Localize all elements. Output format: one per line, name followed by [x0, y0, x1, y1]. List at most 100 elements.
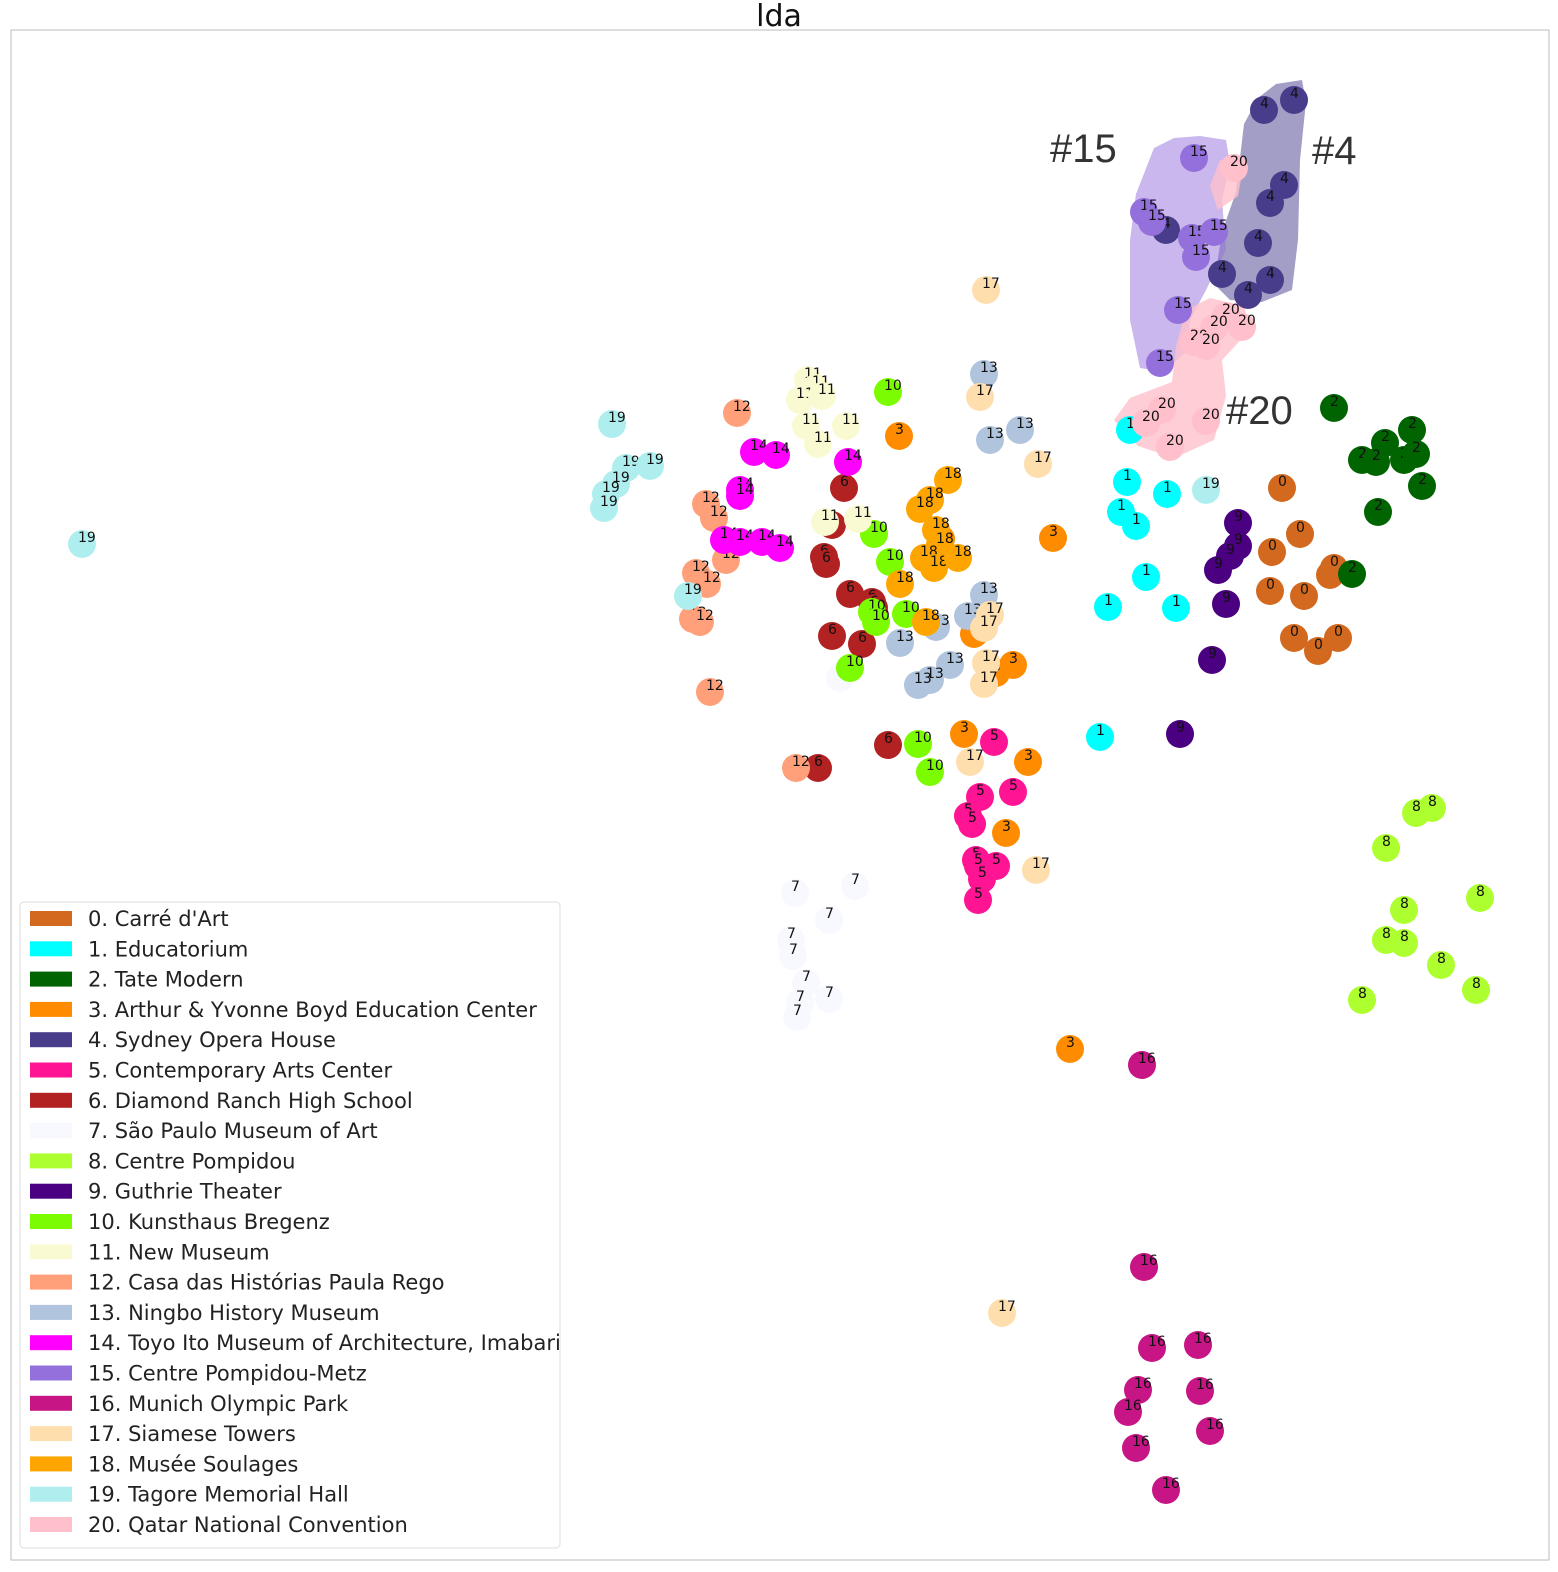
- data-point-marker: [988, 1299, 1016, 1327]
- data-point-label: 3: [1024, 748, 1033, 764]
- data-point: 2: [1398, 416, 1426, 444]
- data-point-label: 18: [930, 554, 948, 570]
- legend-entry: 5. Contemporary Arts Center: [88, 1059, 392, 1083]
- data-point-label: 16: [1194, 1331, 1212, 1347]
- data-point: 6: [848, 630, 876, 658]
- data-point: 19: [674, 582, 702, 610]
- legend-swatch: [30, 1062, 72, 1078]
- data-point-marker: [1364, 498, 1392, 526]
- data-point-label: 12: [792, 754, 810, 770]
- data-point-marker: [970, 670, 998, 698]
- data-point: 1: [1162, 594, 1190, 622]
- data-point-label: 20: [1238, 313, 1256, 329]
- data-point: 13: [886, 629, 914, 657]
- data-point-label: 7: [851, 872, 860, 888]
- legend-swatch: [30, 1274, 72, 1290]
- data-point: 13: [936, 651, 964, 679]
- data-point: 16: [1122, 1434, 1150, 1462]
- data-point: 2: [1402, 440, 1430, 468]
- data-point-label: 13: [946, 651, 964, 667]
- legend-entry: 4. Sydney Opera House: [88, 1028, 336, 1052]
- data-point: 8: [1390, 896, 1418, 924]
- data-point-marker: [1244, 229, 1272, 257]
- data-point-marker: [786, 386, 814, 414]
- data-point-marker: [723, 399, 751, 427]
- data-point-label: 9: [1176, 720, 1185, 736]
- data-point-marker: [848, 630, 876, 658]
- data-point-marker: [696, 678, 724, 706]
- data-point-marker: [1408, 472, 1436, 500]
- data-point-label: 8: [1400, 929, 1409, 945]
- data-point: 20: [1192, 407, 1220, 435]
- data-point-label: 17: [982, 276, 1000, 292]
- legend-entry: 3. Arthur & Yvonne Boyd Education Center: [88, 998, 537, 1022]
- data-point-label: 5: [1009, 778, 1018, 794]
- data-point: 9: [1166, 720, 1194, 748]
- data-point-marker: [970, 614, 998, 642]
- legend-swatch: [30, 1304, 72, 1320]
- legend-entry: 1. Educatorium: [88, 937, 248, 961]
- legend-entry: 6. Diamond Ranch High School: [88, 1089, 413, 1113]
- legend-swatch: [30, 1214, 72, 1229]
- data-point: 2: [1408, 472, 1436, 500]
- data-point: 17: [966, 383, 994, 411]
- data-point-label: 18: [936, 531, 954, 547]
- data-point-label: 4: [1280, 171, 1289, 187]
- data-point-label: 10: [886, 548, 904, 564]
- data-point: 1: [1122, 512, 1150, 540]
- data-point-label: 9: [1234, 532, 1243, 548]
- data-point: 14: [834, 448, 862, 476]
- data-point-marker: [862, 608, 890, 636]
- data-point-marker: [1320, 394, 1348, 422]
- data-point-marker: [812, 550, 840, 578]
- highlight-label-4: #4: [1312, 129, 1357, 173]
- data-point-marker: [1234, 281, 1262, 309]
- data-point: 17: [972, 276, 1000, 304]
- data-point-marker: [832, 412, 860, 440]
- data-point: 8: [1462, 976, 1490, 1004]
- data-point: 6: [874, 731, 902, 759]
- data-point-marker: [830, 474, 858, 502]
- data-point: 4: [1256, 189, 1284, 217]
- data-point-label: 16: [1134, 1376, 1152, 1392]
- data-point-marker: [950, 720, 978, 748]
- data-point-marker: [1208, 260, 1236, 288]
- data-point-label: 8: [1358, 986, 1367, 1002]
- data-point: 10: [862, 608, 890, 636]
- data-point-label: 7: [796, 989, 805, 1005]
- data-point: 8: [1402, 799, 1430, 827]
- data-point: 16: [1130, 1253, 1158, 1281]
- data-point-label: 18: [926, 486, 944, 502]
- legend-swatch: [30, 971, 72, 987]
- legend-swatch: [30, 941, 72, 957]
- data-point-marker: [904, 671, 932, 699]
- data-point-marker: [1290, 582, 1318, 610]
- data-point: 17: [970, 614, 998, 642]
- data-point-marker: [1164, 296, 1192, 324]
- data-point-marker: [1304, 637, 1332, 665]
- data-point-marker: [956, 748, 984, 776]
- data-point: 3: [992, 819, 1020, 847]
- data-point-label: 19: [684, 582, 702, 598]
- data-point: 0: [1304, 637, 1332, 665]
- legend-swatch: [30, 1032, 72, 1048]
- data-point-label: 20: [1142, 409, 1160, 425]
- data-point-marker: [1162, 594, 1190, 622]
- data-point: 6: [830, 474, 858, 502]
- legend-entry: 0. Carré d'Art: [88, 907, 229, 931]
- data-point-marker: [972, 649, 1000, 677]
- data-point-marker: [1256, 577, 1284, 605]
- data-point-marker: [964, 886, 992, 914]
- data-point-marker: [1228, 313, 1256, 341]
- highlight-label-15: #15: [1050, 127, 1117, 171]
- data-point: 6: [818, 622, 846, 650]
- data-point-label: 15: [1174, 296, 1192, 312]
- legend-swatch: [30, 1123, 72, 1139]
- data-point-label: 13: [980, 581, 998, 597]
- data-point: 19: [590, 494, 618, 522]
- data-point-marker: [68, 530, 96, 558]
- data-point: 20: [1156, 433, 1184, 461]
- data-point-marker: [1180, 144, 1208, 172]
- data-point-label: 6: [884, 731, 893, 747]
- data-point-label: 10: [872, 608, 890, 624]
